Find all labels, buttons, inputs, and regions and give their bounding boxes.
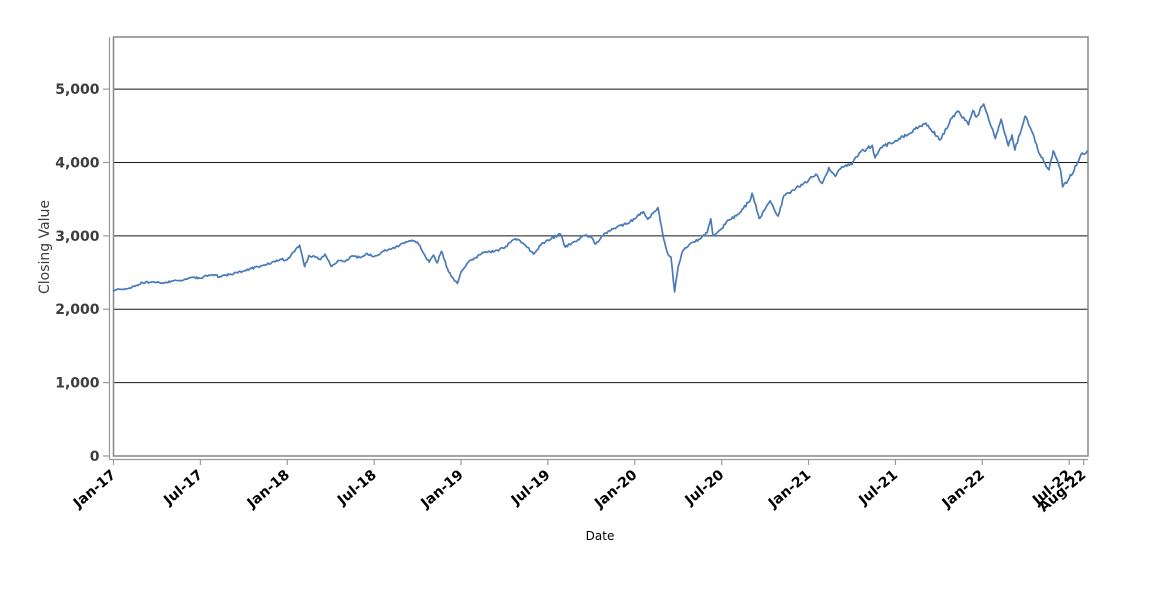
x-tick-label: Jul-19 [508,467,554,509]
y-tick-label: 2,000 [55,302,100,318]
y-axis-title: Closing Value [37,200,53,294]
y-tick-label: 0 [90,449,100,465]
x-tick-label-group: Jan-18 [244,467,293,512]
y-tick-label: 3,000 [55,229,100,245]
x-tick-label-group: Jul-17 [160,467,206,509]
x-tick-label-group: Jan-21 [765,467,814,512]
x-tick-label-group: Jan-22 [939,467,988,512]
x-tick-label: Jan-17 [70,467,119,512]
x-tick-label: Jan-19 [417,467,466,512]
y-tick-label: 1,000 [55,376,100,392]
gridlines-layer [113,88,1088,384]
x-tick-label: Jul-18 [334,467,380,509]
y-tick-label: 4,000 [55,155,100,171]
y-tick-label: 5,000 [55,82,100,98]
x-tick-label: Jul-17 [160,467,206,509]
x-tick-label-group: Jul-18 [334,467,380,509]
x-tick-label: Jul-20 [682,467,728,509]
x-axis-title: Date [586,529,615,543]
x-tick-label: Jan-21 [765,467,814,512]
x-tick-label: Jul-21 [855,467,901,509]
x-tick-label: Jan-18 [244,467,293,512]
series-layer [112,103,1089,293]
series-line-closing-value [112,103,1089,293]
x-tick-label-group: Jan-19 [417,467,466,512]
x-tick-label-group: Jul-20 [682,467,728,509]
x-tick-label: Jan-20 [591,467,640,512]
x-tick-label-group: Jan-20 [591,467,640,512]
plot-border [112,36,1089,457]
x-tick-label-group: Jul-21 [855,467,901,509]
x-tick-label: Jan-22 [939,467,988,512]
x-tick-label-group: Jul-19 [508,467,554,509]
axes-layer [103,36,1089,465]
tick-labels-layer: 0 1,000 2,000 3,000 4,000 5,000 Jan-17 Jul-17 Ja… [55,82,1089,515]
x-tick-label-group: Jan-17 [70,467,119,512]
